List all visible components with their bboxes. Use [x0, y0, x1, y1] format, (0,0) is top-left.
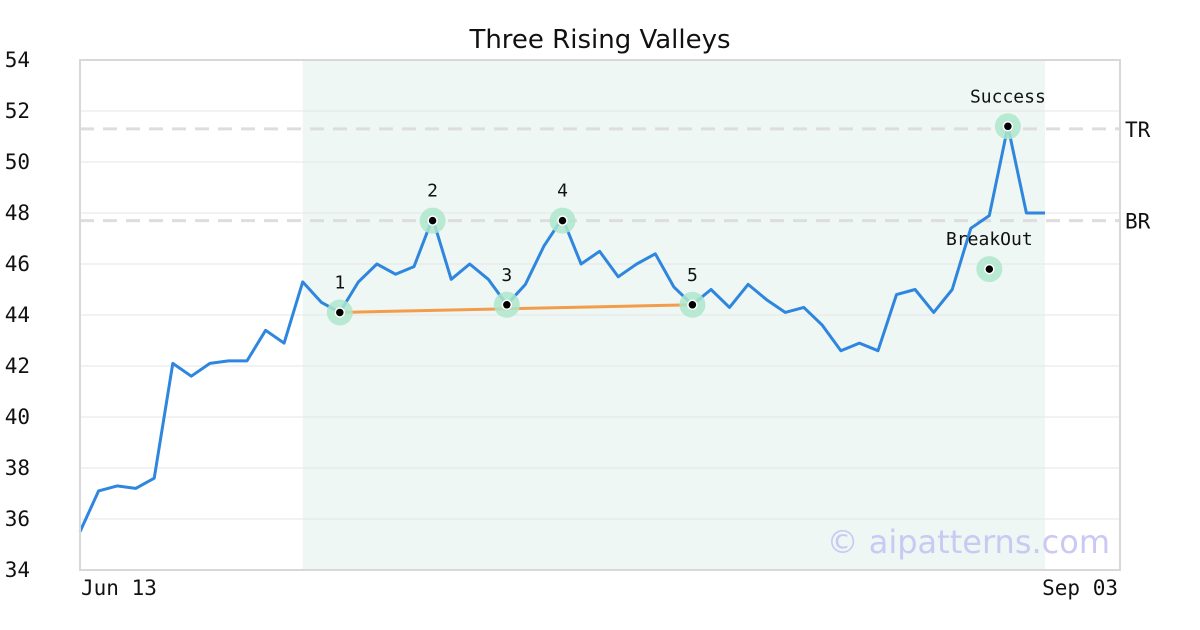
point-label: 4	[557, 181, 568, 202]
point-marker	[984, 263, 995, 275]
point-label: 2	[427, 181, 438, 202]
point-marker	[334, 307, 346, 318]
watermark-text: © aipatterns.com	[827, 523, 1110, 561]
y-tick-label: 44	[5, 303, 30, 327]
point-marker	[1002, 121, 1014, 132]
point-label: Success	[970, 86, 1046, 107]
level-label-br: BR	[1125, 210, 1151, 234]
point-marker	[427, 215, 438, 226]
point-marker	[687, 299, 698, 311]
point-label: 1	[334, 272, 345, 293]
y-tick-label: 48	[5, 201, 30, 225]
x-tick-label: Jun 13	[81, 576, 157, 600]
level-label-tr: TR	[1125, 118, 1151, 142]
y-tick-label: 54	[5, 48, 30, 72]
point-marker	[557, 215, 568, 226]
y-tick-label: 50	[5, 150, 30, 174]
plot-frame	[79, 59, 1121, 571]
y-tick-label: 36	[5, 507, 30, 531]
y-tick-label: 38	[5, 456, 30, 480]
point-label: 3	[501, 265, 512, 286]
point-label: 5	[687, 265, 698, 286]
y-tick-label: 46	[5, 252, 30, 276]
y-tick-label: 40	[5, 405, 30, 429]
y-tick-label: 34	[5, 558, 30, 582]
y-tick-label: 52	[5, 99, 30, 123]
chart-title: Three Rising Valleys	[468, 25, 730, 55]
y-tick-label: 42	[5, 354, 30, 378]
x-tick-label: Sep 03	[1042, 576, 1118, 600]
point-label: BreakOut	[946, 229, 1033, 250]
point-marker	[501, 299, 513, 311]
